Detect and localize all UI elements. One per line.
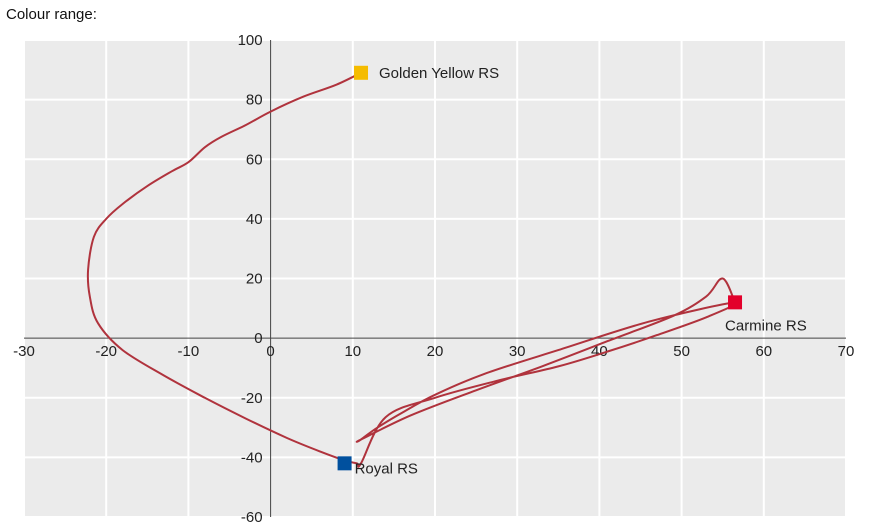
marker-carmine-rs xyxy=(728,295,743,310)
x-tick-label: 70 xyxy=(838,343,855,360)
y-tick-label: -40 xyxy=(241,449,263,466)
y-tick-label: -20 xyxy=(241,390,263,407)
y-tick-label: 20 xyxy=(246,271,263,288)
y-tick-label: 60 xyxy=(246,151,263,168)
x-tick-label: 10 xyxy=(344,343,361,360)
x-tick-label: 30 xyxy=(509,343,526,360)
y-tick-label: 40 xyxy=(246,211,263,228)
x-tick-label: 50 xyxy=(673,343,690,360)
x-tick-label: 0 xyxy=(266,343,274,360)
marker-royal-rs xyxy=(337,456,352,471)
chart-title: Colour range: xyxy=(6,6,97,23)
x-tick-label: -20 xyxy=(95,343,117,360)
point-label: Royal RS xyxy=(355,460,418,477)
x-tick-label: 60 xyxy=(755,343,772,360)
y-tick-label: 100 xyxy=(238,32,263,49)
y-tick-label: -60 xyxy=(241,509,263,524)
colour-range-curve xyxy=(86,71,739,468)
x-tick-label: 20 xyxy=(427,343,444,360)
y-tick-label: 0 xyxy=(254,330,262,347)
point-label: Carmine RS xyxy=(725,317,807,334)
y-tick-label: 80 xyxy=(246,92,263,109)
x-tick-label: -10 xyxy=(178,343,200,360)
marker-golden-yellow-rs xyxy=(354,65,369,80)
point-label: Golden Yellow RS xyxy=(379,65,499,82)
x-tick-label: -30 xyxy=(13,343,35,360)
